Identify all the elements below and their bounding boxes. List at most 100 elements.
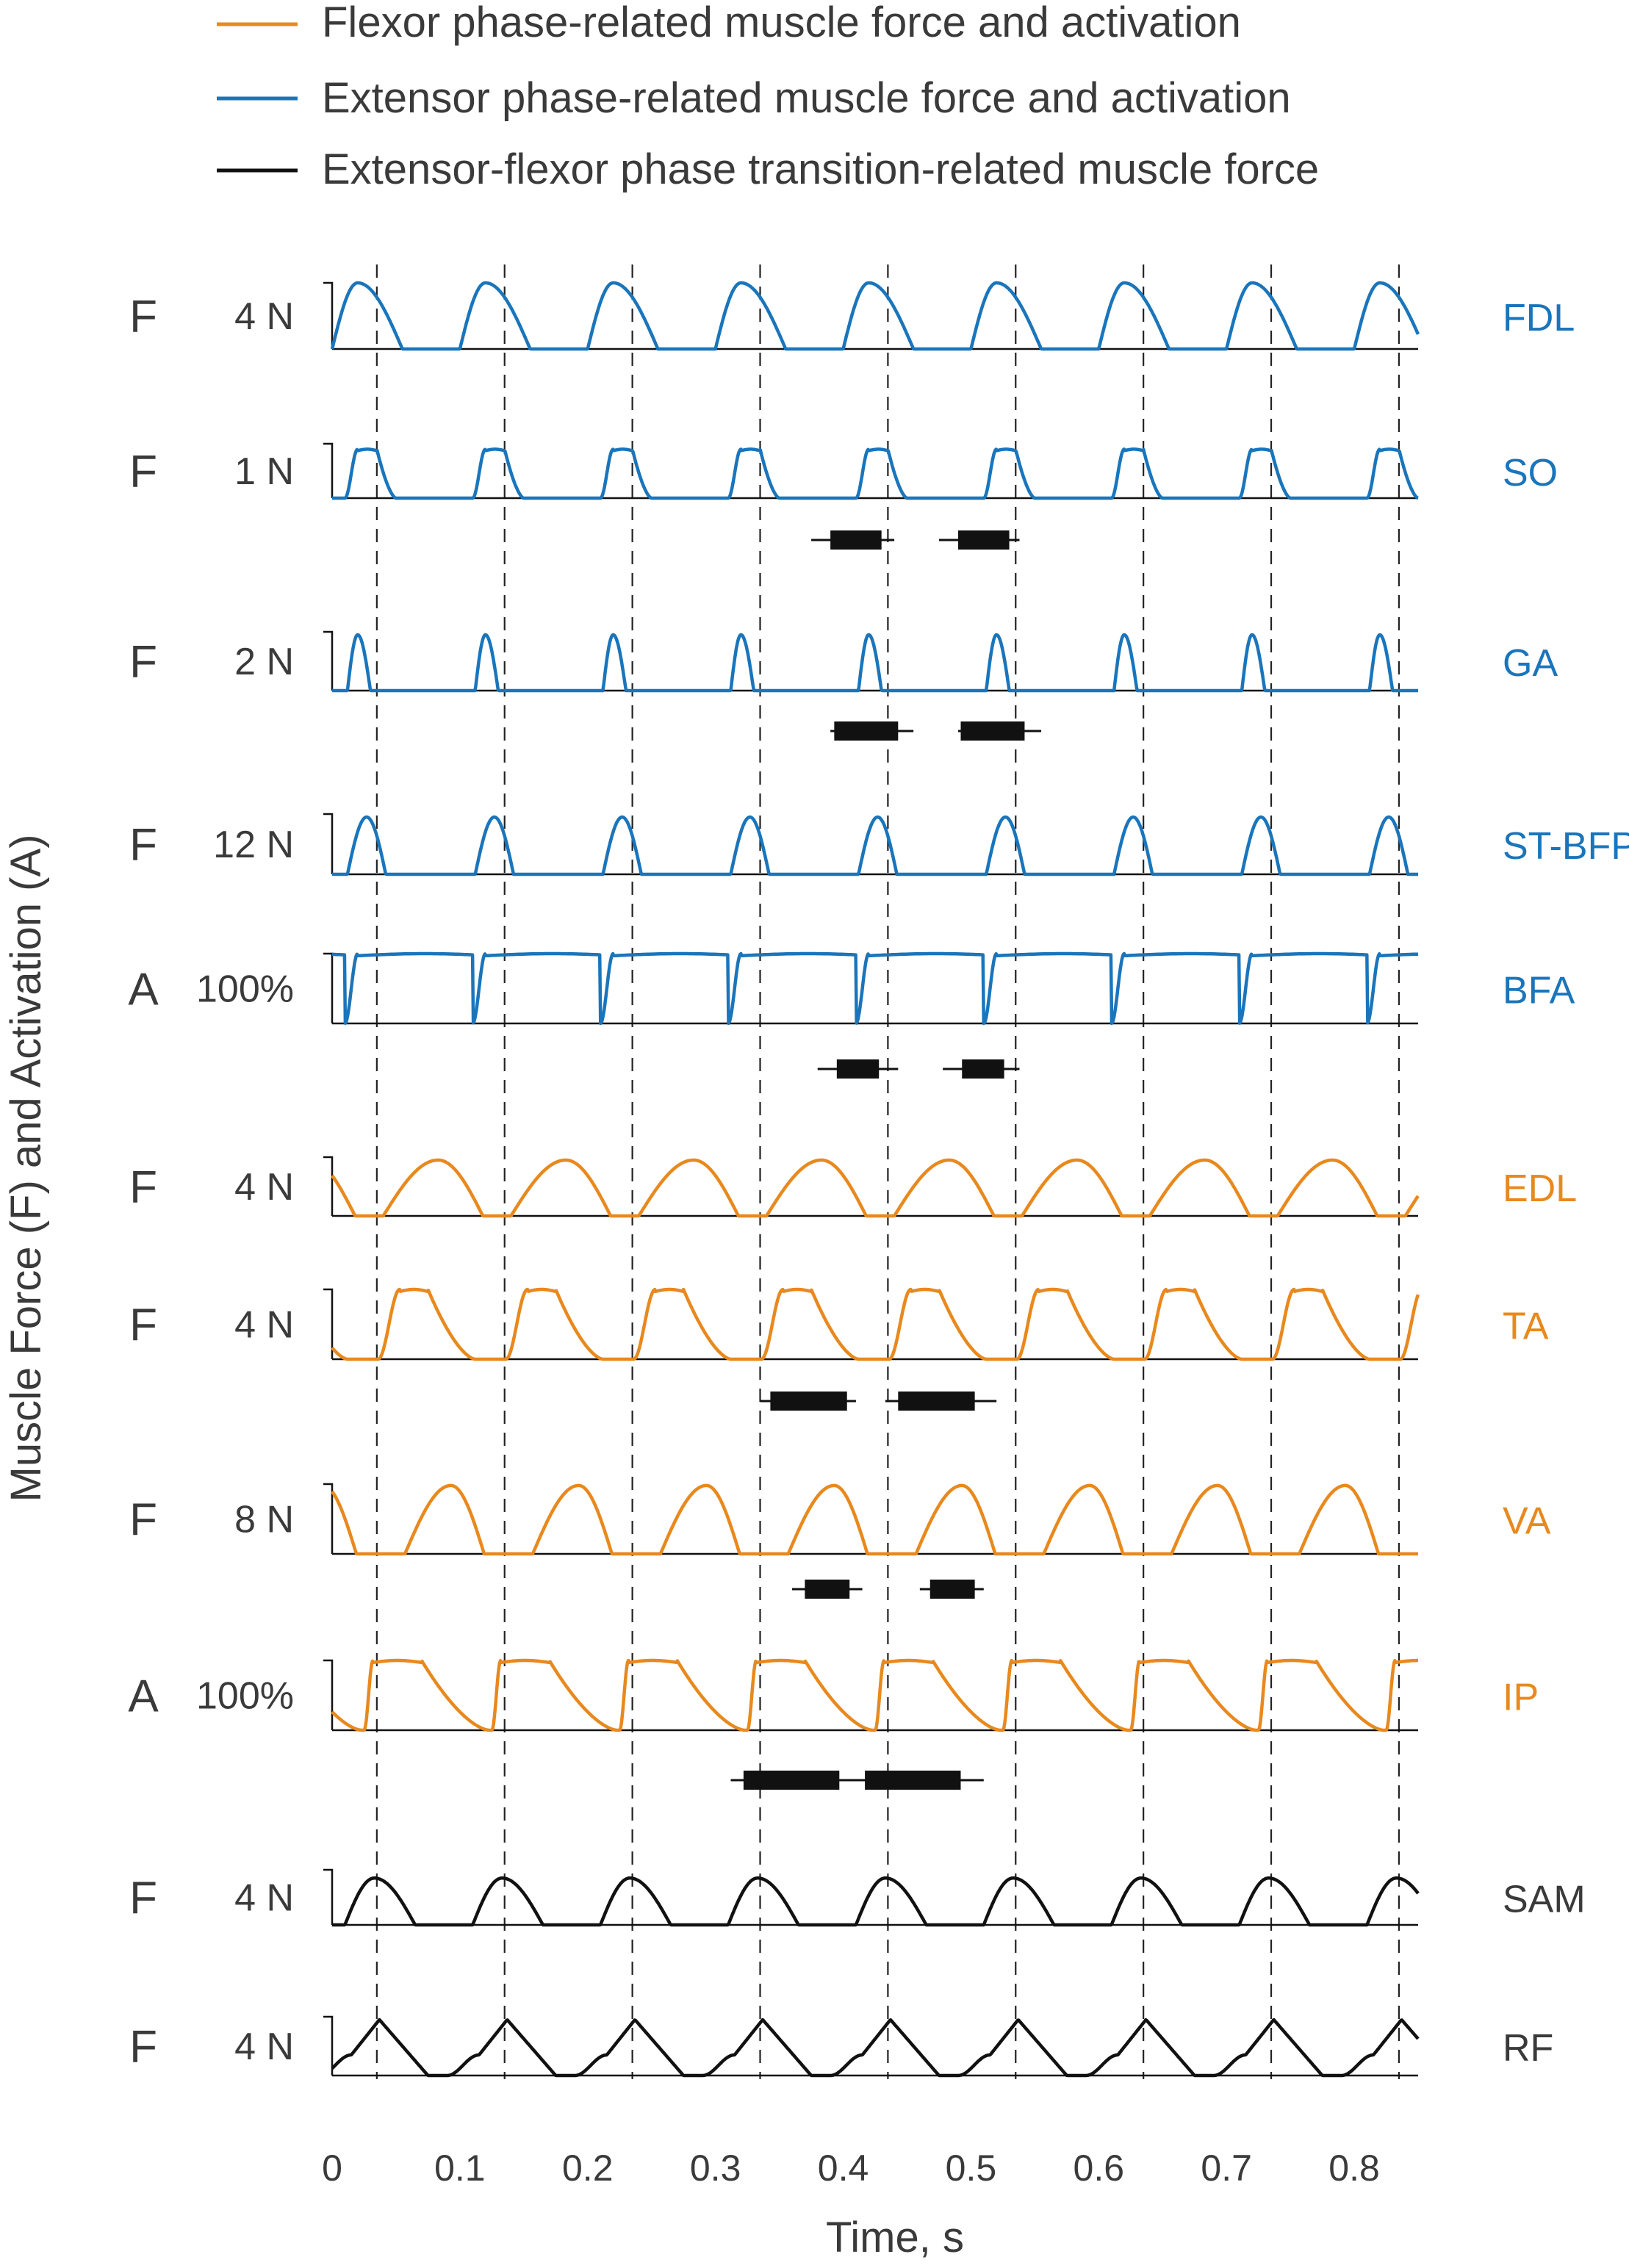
panel-ip: A 100% IP bbox=[128, 1658, 1539, 1732]
quantity-label: F bbox=[129, 1300, 157, 1351]
series-name-label: FDL bbox=[1503, 297, 1575, 339]
x-tick-label: 0.6 bbox=[1074, 2148, 1125, 2189]
panel-fdl: F 4 N FDL bbox=[129, 281, 1575, 351]
panel-edl: F 4 N EDL bbox=[129, 1156, 1577, 1218]
quantity-label: F bbox=[129, 292, 157, 342]
trace-ip bbox=[331, 1658, 1420, 1732]
x-tick-label: 0.2 bbox=[562, 2148, 614, 2189]
panel-so: F 1 N SO bbox=[129, 442, 1558, 500]
trace-ga bbox=[331, 633, 1420, 693]
range-bar bbox=[811, 530, 895, 550]
range-box bbox=[830, 530, 882, 550]
range-box bbox=[898, 1392, 975, 1411]
legend-label-transition: Extensor-flexor phase transition-related… bbox=[322, 145, 1319, 193]
legend-item-extensor: Extensor phase-related muscle force and … bbox=[217, 74, 1291, 122]
range-bar bbox=[817, 1059, 899, 1079]
x-tick-label: 0 bbox=[322, 2148, 342, 2189]
series-name-label: SAM bbox=[1503, 1879, 1586, 1921]
range-bar bbox=[730, 1771, 840, 1790]
range-bar bbox=[919, 1580, 984, 1599]
scale-bar bbox=[323, 1659, 334, 1730]
trace-rf bbox=[331, 2017, 1420, 2078]
scale-bar bbox=[323, 1868, 334, 1925]
scale-label: 100% bbox=[196, 1675, 294, 1718]
range-box bbox=[960, 721, 1025, 741]
trace-st-bfp bbox=[331, 815, 1420, 876]
scale-bar bbox=[323, 1288, 334, 1359]
range-bar bbox=[839, 1771, 984, 1790]
scale-label: 4 N bbox=[234, 1877, 294, 1920]
range-bars bbox=[730, 530, 1042, 1790]
series-name-label: BFA bbox=[1503, 970, 1575, 1012]
scale-bar bbox=[323, 1483, 334, 1554]
scale-label: 8 N bbox=[234, 1499, 294, 1541]
range-box bbox=[865, 1771, 961, 1790]
quantity-label: F bbox=[129, 447, 157, 497]
scale-label: 1 N bbox=[234, 450, 294, 493]
panel-bfa: A 100% BFA bbox=[128, 951, 1575, 1026]
series-name-label: TA bbox=[1503, 1306, 1549, 1348]
legend-label-extensor: Extensor phase-related muscle force and … bbox=[322, 74, 1291, 122]
scale-bar bbox=[323, 813, 334, 874]
scale-label: 4 N bbox=[234, 2026, 294, 2068]
panel-st-bfp: F 12 N ST-BFP bbox=[129, 813, 1629, 876]
scale-bar bbox=[323, 952, 334, 1023]
panel-rf: F 4 N RF bbox=[129, 2015, 1553, 2078]
range-box bbox=[770, 1392, 847, 1411]
x-tick-label: 0.1 bbox=[434, 2148, 486, 2189]
quantity-label: F bbox=[129, 637, 157, 688]
quantity-label: F bbox=[129, 1495, 157, 1546]
range-box bbox=[836, 1059, 880, 1079]
range-box bbox=[834, 721, 899, 741]
trace-ta bbox=[331, 1287, 1420, 1361]
range-bar bbox=[943, 1059, 1020, 1079]
scale-label: 4 N bbox=[234, 1304, 294, 1347]
x-axis-title: Time, s bbox=[826, 2214, 964, 2261]
trace-bfa bbox=[331, 951, 1420, 1026]
range-box bbox=[743, 1771, 840, 1790]
series-name-label: IP bbox=[1503, 1677, 1539, 1719]
scale-label: 4 N bbox=[234, 1166, 294, 1209]
quantity-label: F bbox=[129, 820, 157, 871]
x-tick-label: 0.3 bbox=[690, 2148, 741, 2189]
series-name-label: RF bbox=[1503, 2027, 1553, 2070]
scale-label: 4 N bbox=[234, 295, 294, 338]
panel-ta: F 4 N TA bbox=[129, 1287, 1549, 1361]
legend-label-flexor: Flexor phase-related muscle force and ac… bbox=[322, 0, 1241, 46]
series-name-label: SO bbox=[1503, 452, 1558, 494]
quantity-label: F bbox=[129, 2022, 157, 2073]
quantity-label: A bbox=[128, 965, 159, 1015]
x-tick-label: 0.4 bbox=[818, 2148, 869, 2189]
trace-panels: F 4 N FDL F 1 N SO F 2 N GA F 12 N ST-BFP A 100% BFA F 4… bbox=[128, 281, 1629, 2078]
range-bar bbox=[791, 1580, 863, 1599]
scale-bar bbox=[323, 281, 334, 349]
scale-bar bbox=[323, 1156, 334, 1216]
quantity-label: A bbox=[128, 1671, 159, 1722]
panel-va: F 8 N VA bbox=[129, 1483, 1551, 1556]
series-name-label: VA bbox=[1503, 1500, 1551, 1543]
series-name-label: EDL bbox=[1503, 1167, 1577, 1210]
range-bar bbox=[958, 721, 1042, 741]
scale-bar bbox=[323, 630, 334, 691]
panel-sam: F 4 N SAM bbox=[129, 1868, 1586, 1927]
quantity-label: F bbox=[129, 1162, 157, 1213]
x-tick-label: 0.5 bbox=[946, 2148, 997, 2189]
legend-item-transition: Extensor-flexor phase transition-related… bbox=[217, 145, 1319, 193]
scale-label: 12 N bbox=[213, 824, 294, 866]
range-bar bbox=[830, 721, 914, 741]
y-axis-title: Muscle Force (F) and Activation (A) bbox=[2, 835, 50, 1502]
series-name-label: ST-BFP bbox=[1503, 825, 1629, 868]
x-axis-ticks: 0 0.1 0.2 0.3 0.4 0.5 0.6 0.7 0.8 bbox=[322, 2148, 1380, 2189]
x-tick-label: 0.8 bbox=[1328, 2148, 1380, 2189]
scale-bar bbox=[323, 2015, 334, 2076]
range-box bbox=[962, 1059, 1004, 1079]
range-box bbox=[958, 530, 1010, 550]
legend: Flexor phase-related muscle force and ac… bbox=[217, 0, 1319, 193]
quantity-label: F bbox=[129, 1873, 157, 1924]
scale-label: 2 N bbox=[234, 641, 294, 683]
legend-item-flexor: Flexor phase-related muscle force and ac… bbox=[217, 0, 1241, 46]
range-bar bbox=[760, 1392, 856, 1411]
trace-fdl bbox=[330, 281, 1420, 351]
trace-va bbox=[331, 1483, 1420, 1556]
